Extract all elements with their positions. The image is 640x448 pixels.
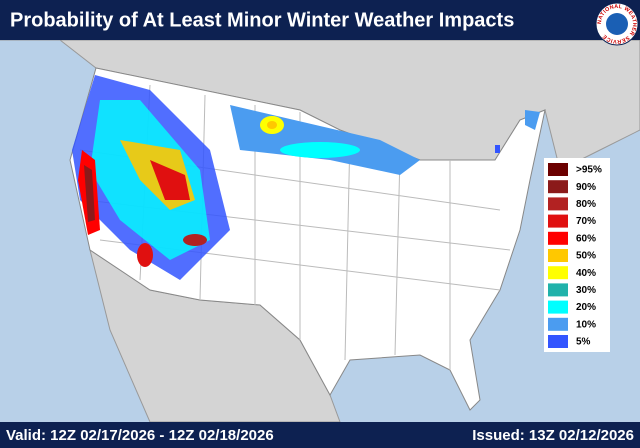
legend-label: 80% bbox=[576, 199, 596, 210]
legend-label: 70% bbox=[576, 216, 596, 227]
logo-center bbox=[606, 13, 628, 35]
legend-swatch bbox=[548, 266, 568, 280]
valid-time: Valid: 12Z 02/17/2026 - 12Z 02/18/2026 bbox=[6, 427, 274, 444]
legend-label: 10% bbox=[576, 319, 596, 330]
legend-label: 20% bbox=[576, 302, 596, 313]
legend-swatch bbox=[548, 335, 568, 348]
legend-swatch bbox=[548, 197, 568, 211]
title: Probability of At Least Minor Winter Wea… bbox=[10, 9, 514, 31]
title-bar bbox=[0, 0, 640, 40]
legend-swatch bbox=[548, 317, 568, 331]
legend-swatch bbox=[548, 214, 568, 228]
legend-swatch bbox=[548, 180, 568, 194]
legend-label: 90% bbox=[576, 182, 596, 193]
legend-label: 5% bbox=[576, 337, 591, 348]
issued-time: Issued: 13Z 02/12/2026 bbox=[472, 427, 634, 444]
legend-swatch bbox=[548, 300, 568, 314]
legend-label: 40% bbox=[576, 268, 596, 279]
legend-swatch bbox=[548, 249, 568, 262]
legend-swatch bbox=[548, 231, 568, 245]
legend-swatch bbox=[548, 163, 568, 176]
footer-bar bbox=[0, 422, 640, 448]
legend: >95% 90% 80% 70% 60% 50% 40% 30% 20% 10% 5% bbox=[544, 158, 610, 352]
legend-label: >95% bbox=[576, 165, 602, 176]
legend-swatch bbox=[548, 283, 568, 297]
probability-shading bbox=[72, 75, 540, 280]
legend-label: 50% bbox=[576, 251, 596, 262]
legend-label: 30% bbox=[576, 285, 596, 296]
legend-label: 60% bbox=[576, 233, 596, 244]
